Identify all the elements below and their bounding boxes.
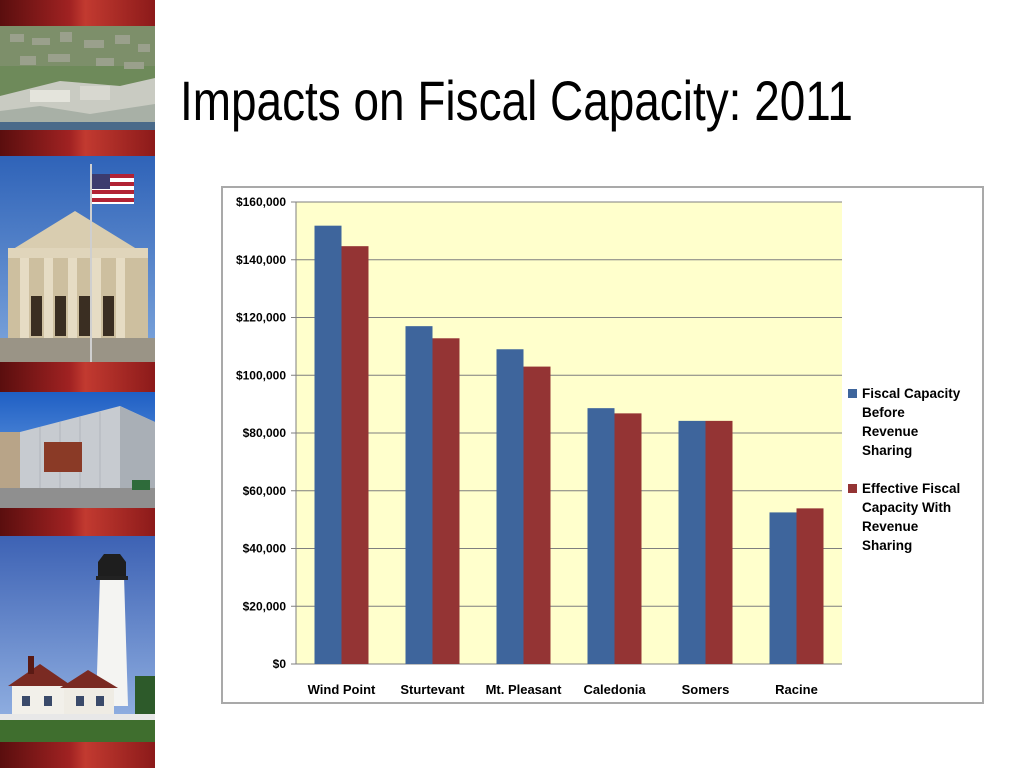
bar-before: [769, 512, 797, 664]
sidebar-divider: [0, 130, 155, 156]
x-category-label: Sturtevant: [400, 682, 465, 697]
x-category-label: Caledonia: [583, 682, 646, 697]
y-tick-label: $160,000: [236, 195, 286, 209]
aerial-city-photo: [0, 26, 155, 130]
bar-before: [587, 408, 615, 664]
y-tick-label: $140,000: [236, 253, 286, 267]
legend-swatch: [848, 484, 857, 493]
bar-after: [341, 246, 369, 664]
decorative-sidebar: [0, 0, 155, 768]
bar-after: [705, 420, 733, 664]
legend-label: Revenue: [862, 519, 919, 534]
bar-after: [432, 338, 460, 664]
legend-label: Revenue: [862, 424, 919, 439]
legend-label: Capacity With: [862, 500, 951, 515]
grouped-bar-chart: $0 $20,000 $40,000 $60,000 $80,000 $100,000 $1…: [236, 195, 961, 697]
legend-label: Sharing: [862, 443, 912, 458]
bar-after: [796, 508, 824, 664]
bar-after: [614, 413, 642, 664]
chart-frame: $0 $20,000 $40,000 $60,000 $80,000 $100,000 $1…: [221, 186, 984, 704]
bar-before: [678, 420, 706, 664]
y-tick-label: $40,000: [243, 542, 287, 556]
y-tick-label: $60,000: [243, 484, 287, 498]
x-category-label: Mt. Pleasant: [486, 682, 563, 697]
legend-label: Fiscal Capacity: [862, 386, 961, 401]
sidebar-divider: [0, 742, 155, 768]
modern-building-photo: [0, 392, 155, 508]
y-tick-label: $80,000: [243, 426, 287, 440]
slide-title: Impacts on Fiscal Capacity: 2011: [180, 69, 853, 132]
bar-after: [523, 366, 551, 664]
legend-label: Before: [862, 405, 905, 420]
sidebar-divider: [0, 508, 155, 536]
lighthouse-photo: [0, 536, 155, 742]
x-category-label: Somers: [682, 682, 730, 697]
civic-building-with-flag-photo: [0, 156, 155, 362]
sidebar-divider: [0, 362, 155, 392]
y-tick-label: $0: [273, 657, 287, 671]
legend-label: Sharing: [862, 538, 912, 553]
x-category-label: Wind Point: [308, 682, 376, 697]
sidebar-divider: [0, 0, 155, 26]
bar-before: [405, 326, 433, 664]
bar-before: [496, 349, 524, 664]
x-category-label: Racine: [775, 682, 818, 697]
y-tick-label: $120,000: [236, 311, 286, 325]
y-tick-label: $20,000: [243, 599, 287, 613]
bar-before: [314, 225, 342, 665]
legend-swatch: [848, 389, 857, 398]
y-tick-label: $100,000: [236, 368, 286, 382]
legend-label: Effective Fiscal: [862, 481, 960, 496]
